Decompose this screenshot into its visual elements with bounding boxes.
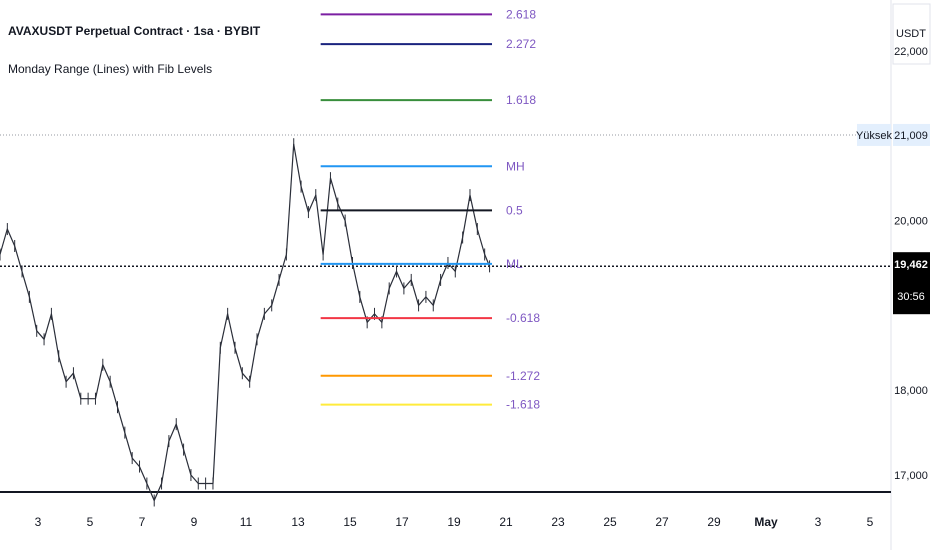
price-tick-label: 17,000 (894, 470, 928, 482)
time-tick-label: 9 (191, 515, 198, 529)
price-tick-label: 20,000 (894, 216, 928, 228)
price-series-line (0, 143, 491, 502)
fib-level-label: -1.618 (506, 398, 540, 412)
time-tick-label: 23 (551, 515, 565, 529)
time-tick-label: 29 (707, 515, 721, 529)
time-tick-label: 25 (603, 515, 617, 529)
high-value-label: 21,009 (894, 130, 928, 142)
fib-levels: 2.618 2.272 1.618 MH 0.5 ML -0.618 -1.272 -1.618 (320, 7, 540, 412)
high-value-tag (893, 123, 930, 146)
last-price-label: 19,462 (894, 259, 928, 271)
time-tick-label: May (754, 515, 778, 529)
time-tick-label: 19 (447, 515, 461, 529)
price-ticks: 22,000 20,000 18,000 17,000 (894, 46, 928, 482)
time-tick-label: 5 (87, 515, 94, 529)
fib-level-label: 1.618 (506, 93, 536, 107)
price-series (0, 138, 491, 507)
time-tick-label: 15 (343, 515, 357, 529)
currency-label: USDT (896, 28, 926, 40)
time-ticks: 3 5 7 9 11 13 15 17 19 21 23 25 27 29 May 3 5 (35, 515, 874, 529)
time-tick-label: 21 (499, 515, 513, 529)
time-tick-label: 17 (395, 515, 409, 529)
indicator-title: Monday Range (Lines) with Fib Levels (8, 62, 213, 76)
currency-box[interactable] (892, 3, 931, 65)
time-tick-label: 3 (815, 515, 822, 529)
fib-level-label: ML (506, 257, 523, 271)
high-tag (857, 123, 891, 146)
time-tick-label: 11 (240, 515, 253, 529)
grid-layer (0, 134, 891, 267)
fib-level-label: 2.618 (506, 7, 536, 21)
last-price-tag (893, 252, 930, 315)
time-tick-label: 27 (655, 515, 669, 529)
time-tick-label: 13 (291, 515, 305, 529)
price-tick-label: 18,000 (894, 385, 928, 397)
time-tick-label: 5 (867, 515, 874, 529)
symbol-title: AVAXUSDT Perpetual Contract · 1sa · BYBI… (8, 24, 261, 38)
fib-level-label: 2.272 (506, 37, 536, 51)
fib-level-label: -0.618 (506, 311, 540, 325)
fib-level-label: -1.272 (506, 369, 540, 383)
fib-level-label: 0.5 (506, 203, 523, 217)
time-tick-label: 3 (35, 515, 42, 529)
price-tick-label: 22,000 (894, 46, 928, 58)
countdown-label: 30:56 (897, 291, 925, 303)
time-tick-label: 7 (139, 515, 146, 529)
high-label: Yüksek (856, 130, 893, 142)
fib-level-label: MH (506, 159, 525, 173)
